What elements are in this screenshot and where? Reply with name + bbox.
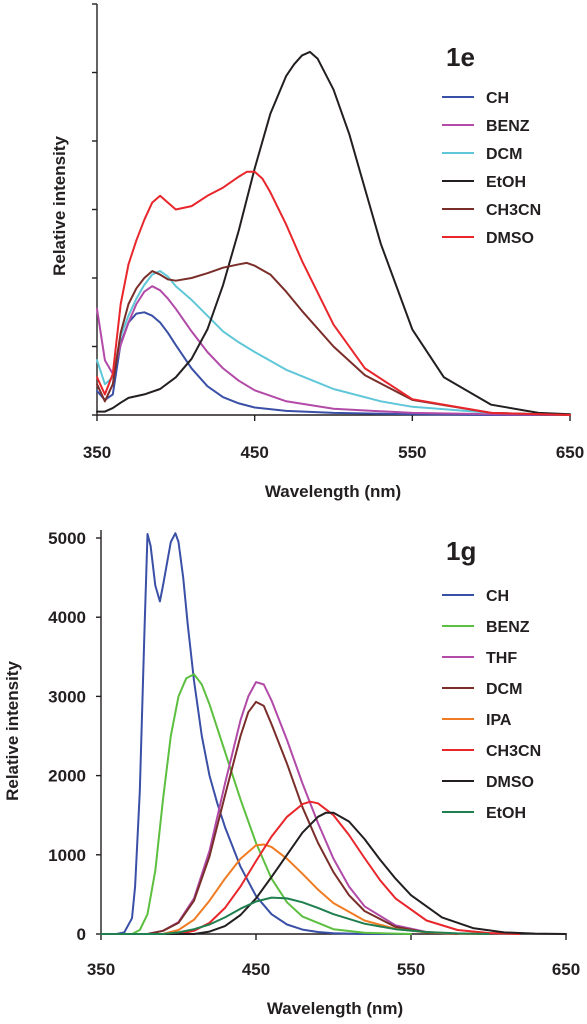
legend-label-ch: CH [486, 588, 509, 605]
y-axis-title-bottom: Relative intensity [3, 661, 22, 801]
x-tick-label: 450 [242, 960, 270, 979]
chart-panel-1g: 350 450 550 650 0 1000 2000 3000 4000 5000 CH BENZ… [3, 529, 580, 1018]
series-line-ch3cn [100, 800, 521, 935]
series-line-ch3cn [96, 261, 571, 416]
x-tick-label: 350 [87, 960, 115, 979]
chart-panel-1e: 350 450 550 650 CH BENZ DCM EtOH CH3CN DMSO 1e R… [50, 3, 584, 501]
series-line-dcm [100, 700, 459, 935]
x-tick-label: 550 [398, 443, 426, 462]
series-line-etoh [100, 896, 490, 935]
series-line-dmso [100, 811, 567, 935]
legend-label-dcm: DCM [486, 146, 522, 163]
legend-label-thf: THF [486, 650, 517, 667]
x-tick-label: 650 [556, 443, 584, 462]
chart-title-1g: 1g [446, 536, 476, 566]
legend-label-ipa: IPA [486, 712, 512, 729]
series-line-etoh [96, 50, 571, 416]
series-lines-top [96, 50, 571, 416]
y-tick-label: 3000 [48, 687, 86, 706]
legend-bottom: CH BENZ THF DCM IPA CH3CN DMSO EtOH [442, 588, 541, 822]
legend-label-etoh: EtOH [486, 174, 526, 191]
series-line-dmso [96, 170, 571, 416]
y-tick-label: 5000 [48, 529, 86, 548]
legend-label-benz: BENZ [486, 619, 530, 636]
series-line-ch [96, 311, 571, 416]
legend-label-etoh: EtOH [486, 805, 526, 822]
legend-label-dmso: DMSO [486, 230, 534, 247]
x-tick-label: 550 [397, 960, 425, 979]
x-axis-title-top: Wavelength (nm) [265, 482, 401, 501]
series-line-dcm [96, 270, 571, 416]
series-lines-bottom [100, 532, 567, 935]
tick-marks-bottom: 350 450 550 650 0 1000 2000 3000 4000 5000 [48, 529, 580, 979]
y-tick-label: 4000 [48, 608, 86, 627]
legend-label-ch: CH [486, 90, 509, 107]
series-line-ch [100, 532, 412, 935]
x-tick-label: 450 [240, 443, 268, 462]
x-tick-label: 350 [83, 443, 111, 462]
legend-label-ch3cn: CH3CN [486, 743, 541, 760]
y-tick-label: 0 [77, 925, 86, 944]
legend-label-ch3cn: CH3CN [486, 202, 541, 219]
tick-marks-top: 350 450 550 650 [83, 3, 584, 462]
legend-top: CH BENZ DCM EtOH CH3CN DMSO [442, 90, 541, 247]
series-line-thf [100, 681, 459, 935]
legend-label-benz: BENZ [486, 118, 530, 135]
series-line-benz [100, 673, 412, 935]
y-tick-label: 1000 [48, 846, 86, 865]
legend-label-dmso: DMSO [486, 774, 534, 791]
series-line-benz [96, 285, 571, 416]
x-tick-label: 650 [552, 960, 580, 979]
legend-label-dcm: DCM [486, 681, 522, 698]
chart-title-1e: 1e [446, 42, 475, 72]
x-axis-title-bottom: Wavelength (nm) [267, 999, 403, 1018]
series-line-ipa [100, 843, 490, 935]
y-tick-label: 2000 [48, 767, 86, 786]
y-axis-title-top: Relative intensity [50, 136, 69, 276]
